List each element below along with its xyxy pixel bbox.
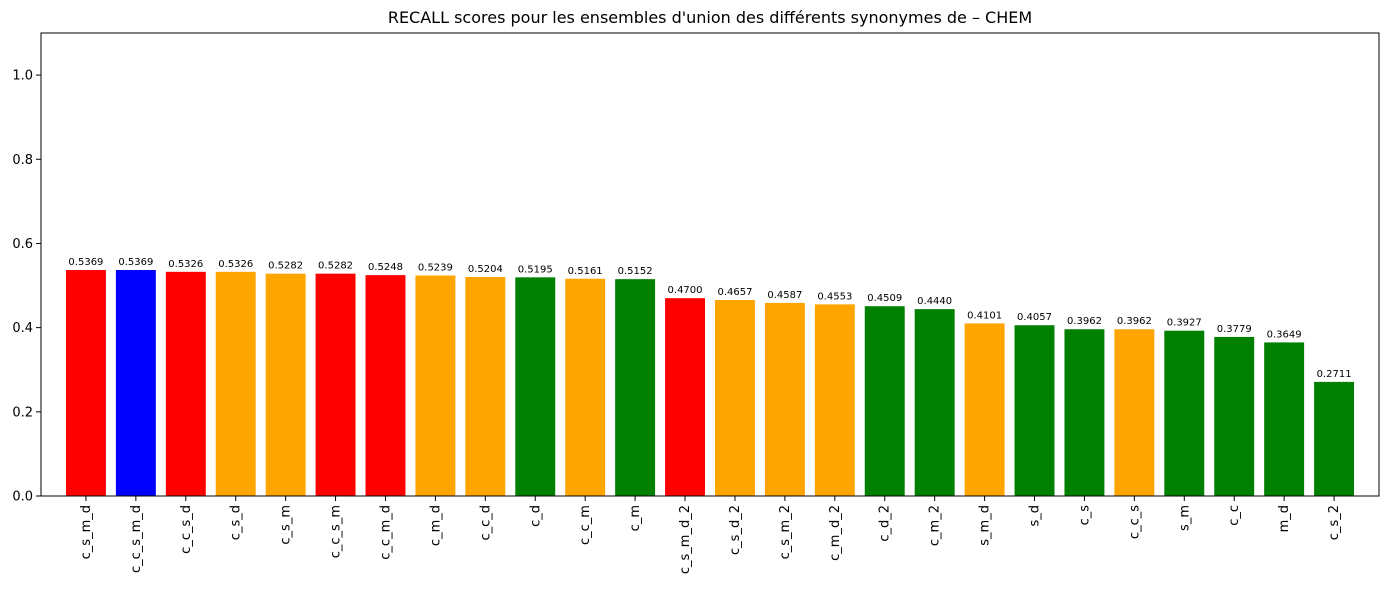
x-tick-label: c_s_m_2 (778, 505, 793, 559)
x-tick-label: c_s (1077, 505, 1092, 526)
x-tick-label: c_d_2 (878, 505, 893, 542)
data-label: 0.5282 (318, 261, 353, 272)
data-label: 0.5369 (118, 257, 153, 268)
x-tick-label: s_m (1177, 505, 1192, 531)
bar-c_s_m (265, 273, 306, 496)
data-label: 0.4587 (767, 290, 802, 301)
data-label: 0.5248 (368, 262, 403, 273)
bar-c_s_m_d (65, 270, 106, 496)
data-label: 0.5239 (418, 262, 453, 273)
bar-c_m (615, 279, 656, 496)
bar-c_s (1064, 329, 1105, 496)
y-tick-label: 1.0 (12, 69, 33, 84)
x-tick-label: c_c_m_d (378, 505, 393, 560)
data-label: 0.5195 (518, 264, 553, 275)
bar-c_d_2 (864, 306, 905, 496)
bar-s_m (1164, 330, 1205, 496)
bar-c_m_d (415, 275, 456, 496)
x-tick-label: c_c_m (578, 505, 593, 545)
x-tick-label: c_s_m_d (79, 505, 94, 559)
y-tick-label: 0.6 (12, 237, 33, 252)
x-tick-label: s_m_d (978, 505, 993, 546)
data-label: 0.4509 (867, 293, 902, 304)
x-tick-label: c_m_d_2 (828, 505, 843, 561)
bar-c_c_s_m_d (115, 270, 156, 496)
bar-c_m_d_2 (814, 304, 855, 496)
x-tick-label: c_m_d (428, 505, 443, 546)
plot-frame (40, 32, 1380, 497)
x-tick-label: c_c_s_m (329, 505, 344, 558)
data-label: 0.5204 (468, 264, 503, 275)
bar-c_c_d (465, 276, 506, 496)
data-label: 0.4440 (917, 296, 952, 307)
x-tick-label: c_s_d (229, 505, 244, 540)
bar-s_m_d (964, 323, 1005, 496)
bar-c_c_s (1114, 329, 1155, 496)
y-tick-label: 0.2 (12, 405, 33, 420)
x-tick-label: c_m (628, 505, 643, 531)
x-tick-label: c_d (528, 505, 543, 527)
bar-c_d (515, 277, 556, 496)
y-tick-label: 0.8 (12, 153, 33, 168)
data-label: 0.4657 (717, 287, 752, 298)
x-tick-label: c_c_d (478, 505, 493, 541)
data-label: 0.4101 (967, 310, 1002, 321)
x-tick-label: c_c_s_m_d (129, 505, 144, 573)
bar-c_c_m (565, 278, 606, 496)
data-label: 0.3962 (1117, 316, 1152, 327)
bar-c_c (1214, 336, 1255, 496)
data-label: 0.5326 (218, 259, 253, 270)
x-tick-label: c_m_2 (928, 505, 943, 546)
data-label: 0.2711 (1317, 369, 1352, 380)
data-label: 0.5369 (68, 257, 103, 268)
data-label: 0.3649 (1267, 329, 1302, 340)
x-tick-label: c_c (1227, 505, 1242, 526)
y-tick-label: 0.4 (12, 321, 33, 336)
data-labels-group: 0.5369 0.5369 0.5326 0.5326 0.5282 0.5282 0.52… (68, 257, 1351, 380)
bar-s_d (1014, 325, 1055, 496)
bar-c_s_d (215, 271, 256, 496)
bar-c_s_d_2 (714, 299, 755, 496)
data-label: 0.3779 (1217, 324, 1252, 335)
bar-c_c_s_m (315, 273, 356, 496)
x-tick-label: m_d (1277, 505, 1292, 532)
x-tick-label: c_s_2 (1327, 505, 1342, 540)
data-label: 0.5282 (268, 261, 303, 272)
bar-m_d (1264, 342, 1305, 496)
y-axis: 0.0 0.2 0.4 0.6 0.8 1.0 (12, 69, 41, 505)
x-tick-label: c_s_m (279, 505, 294, 545)
data-label: 0.3962 (1067, 316, 1102, 327)
x-tick-label: c_s_d_2 (728, 505, 743, 555)
bars-group (65, 270, 1355, 496)
data-label: 0.5152 (618, 266, 653, 277)
data-label: 0.3927 (1167, 318, 1202, 329)
x-tick-label: c_c_s (1127, 505, 1142, 539)
bar-c_s_m_d_2 (665, 298, 706, 496)
data-label: 0.4700 (668, 285, 703, 296)
data-label: 0.5326 (168, 259, 203, 270)
bar-c_c_s_d (165, 271, 206, 496)
bar-c_s_m_2 (764, 302, 805, 496)
x-tick-label: s_d (1028, 505, 1043, 527)
bar-c_s_2 (1314, 381, 1355, 496)
bar-c_m_2 (914, 309, 955, 496)
chart-title: RECALL scores pour les ensembles d'union… (388, 8, 1032, 27)
x-axis: c_s_m_d c_c_s_m_d c_c_s_d c_s_d c_s_m c_c_s_m… (79, 496, 1342, 574)
y-tick-label: 0.0 (12, 490, 33, 505)
x-tick-label: c_c_s_d (179, 505, 194, 554)
bar-c_c_m_d (365, 275, 406, 496)
x-tick-label: c_s_m_d_2 (678, 505, 693, 574)
data-label: 0.4553 (817, 291, 852, 302)
data-label: 0.4057 (1017, 312, 1052, 323)
data-label: 0.5161 (568, 266, 603, 277)
